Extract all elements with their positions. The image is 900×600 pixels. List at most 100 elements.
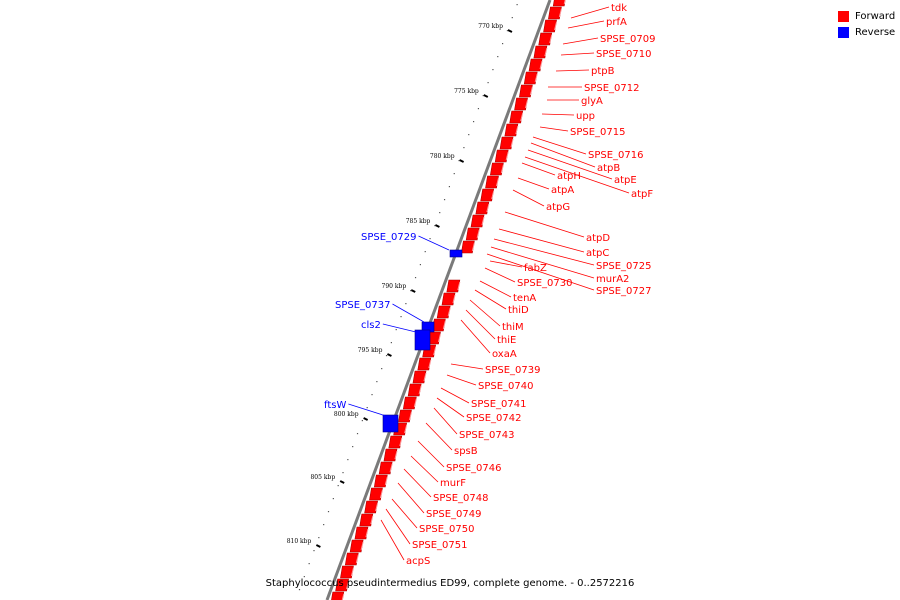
forward-gene-label: ptpB [591, 66, 615, 77]
forward-gene-label: upp [576, 111, 595, 122]
forward-gene-highlight [442, 320, 446, 330]
forward-gene-highlight [394, 450, 398, 460]
forward-gene-block [480, 188, 495, 202]
tick-mark [339, 480, 345, 484]
forward-gene-highlight [544, 47, 548, 57]
forward-gene-highlight [418, 385, 422, 395]
forward-gene-highlight [365, 528, 369, 538]
minor-tick [463, 147, 465, 149]
forward-gene-label: thiM [502, 322, 524, 333]
gene-leader-line [380, 519, 405, 561]
forward-gene-highlight [423, 372, 427, 382]
forward-gene-label: SPSE_0740 [478, 381, 534, 392]
forward-gene-highlight [529, 86, 533, 96]
gene-leader-line [385, 508, 411, 545]
forward-gene-label: oxaA [492, 349, 517, 360]
forward-gene-highlight [558, 8, 562, 18]
tick-label: 810 kbp [287, 538, 312, 545]
tick-label: 770 kbp [478, 23, 503, 30]
gene-leader-line [474, 289, 507, 310]
forward-gene-highlight [563, 0, 566, 5]
minor-tick [356, 433, 359, 435]
forward-gene-block [548, 6, 562, 20]
gene-leader-line [532, 136, 587, 155]
forward-gene-label: SPSE_0730 [517, 278, 573, 289]
gene-leader-line [527, 149, 613, 180]
forward-gene-highlight [379, 489, 383, 499]
forward-gene-label: atpD [586, 233, 610, 244]
minor-tick [414, 277, 417, 279]
forward-gene-label: SPSE_0741 [471, 399, 527, 410]
minor-tick [405, 303, 407, 305]
forward-gene-label: thiE [497, 335, 516, 346]
forward-gene-block [504, 123, 519, 137]
forward-gene-label: atpF [631, 189, 653, 200]
forward-gene-highlight [375, 502, 379, 512]
forward-gene-block [388, 435, 403, 449]
tick-label: 800 kbp [334, 411, 359, 418]
gene-leader-line [397, 482, 425, 514]
forward-gene-block [470, 214, 485, 228]
gene-leader-line [440, 387, 470, 404]
forward-gene-block [407, 383, 422, 397]
forward-gene-label: SPSE_0751 [412, 540, 468, 551]
tick-mark [507, 29, 513, 33]
forward-gene-label: SPSE_0746 [446, 463, 502, 474]
forward-gene-block [465, 227, 480, 241]
minor-tick [410, 290, 412, 292]
tick-label: 780 kbp [430, 153, 455, 160]
minor-tick [424, 251, 426, 253]
gene-layer [331, 0, 566, 600]
forward-gene-block [528, 58, 543, 72]
forward-gene-highlight [525, 99, 529, 109]
gene-leader-line [382, 323, 421, 334]
forward-gene-block [331, 591, 345, 600]
minor-tick [429, 238, 431, 240]
forward-gene-block [494, 149, 509, 163]
gene-leader-line [504, 211, 585, 238]
forward-gene-block [412, 370, 427, 384]
tick-mark [363, 417, 369, 421]
forward-gene-label: SPSE_0725 [596, 261, 652, 272]
forward-gene-block [373, 474, 388, 488]
minor-tick [395, 329, 397, 331]
forward-gene-label: atpB [597, 163, 620, 174]
tick-mark [410, 289, 416, 293]
gene-leader-line [555, 69, 590, 72]
forward-gene-block [383, 448, 398, 462]
forward-gene-label: acpS [406, 556, 430, 567]
forward-gene-highlight [520, 112, 524, 122]
tick-mark [434, 224, 440, 228]
minor-tick [448, 186, 451, 188]
minor-tick [419, 264, 421, 266]
tick-mark [386, 353, 392, 357]
forward-gene-block [436, 305, 451, 319]
forward-gene-label: tdk [611, 3, 627, 14]
forward-gene-highlight [355, 554, 359, 564]
gene-leader-line [541, 113, 575, 116]
forward-gene-block [533, 45, 548, 59]
forward-gene-highlight [389, 463, 393, 473]
forward-gene-highlight [384, 476, 388, 486]
reverse-gene-block [449, 249, 463, 258]
forward-gene-label: SPSE_0710 [596, 49, 652, 60]
gene-leader-line [484, 267, 516, 283]
forward-gene-block [490, 162, 504, 176]
legend-forward-label: Forward [855, 10, 896, 22]
minor-tick [303, 576, 305, 578]
minor-tick [502, 43, 504, 45]
gene-leader-line [521, 162, 556, 176]
forward-gene-highlight [471, 242, 475, 252]
minor-tick [492, 69, 494, 71]
gene-leader-line [524, 156, 630, 194]
forward-gene-block [364, 500, 378, 514]
forward-gene-highlight [452, 294, 456, 304]
gene-leader-line [486, 253, 595, 291]
forward-gene-block [475, 201, 490, 215]
forward-gene-label: fabZ [524, 263, 547, 274]
gene-leader-line [433, 407, 458, 435]
forward-gene-label: SPSE_0712 [584, 83, 640, 94]
forward-gene-label: SPSE_0739 [485, 365, 541, 376]
forward-gene-highlight [360, 541, 364, 551]
forward-gene-label: SPSE_0750 [419, 524, 475, 535]
